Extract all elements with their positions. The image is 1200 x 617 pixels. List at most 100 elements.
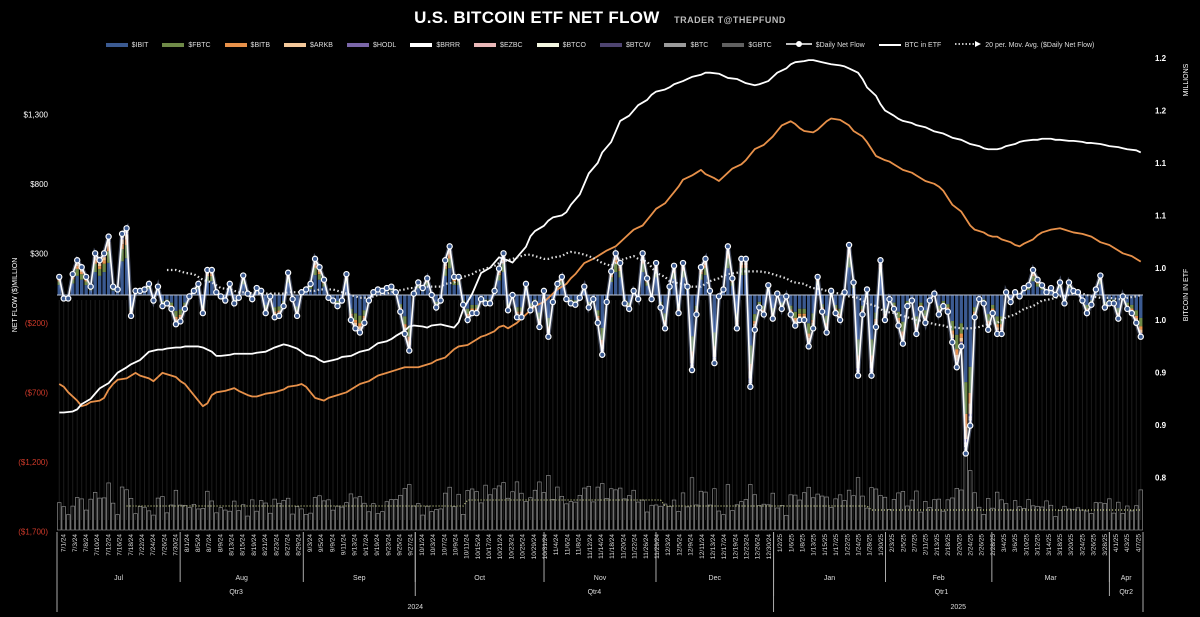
flow-bar-segment: [443, 266, 447, 269]
flow-bar-segment: [272, 295, 277, 308]
flow-bar-segment: [353, 313, 358, 321]
flow-bar-segment: [609, 282, 613, 295]
flow-bar-segment: [1089, 295, 1094, 301]
flow-bar-segment: [955, 295, 959, 335]
volume-bar: [384, 501, 389, 531]
daily-net-flow-point: [186, 293, 193, 300]
daily-net-flow-point: [235, 294, 242, 301]
volume-bar: [344, 502, 349, 531]
volume-bar: [1102, 503, 1108, 531]
volume-bar: [250, 499, 255, 531]
flow-bar-segment: [995, 295, 999, 317]
flow-bar-segment: [88, 290, 93, 295]
daily-net-flow-point: [581, 283, 588, 290]
volume-bar: [97, 497, 102, 531]
flow-bar-segment: [950, 334, 954, 339]
flow-bar-segment: [358, 295, 362, 316]
volume-bar: [119, 486, 125, 531]
volume-bar: [941, 510, 946, 531]
volume-moving-average-line: [126, 499, 1141, 511]
daily-net-flow-point: [195, 280, 202, 288]
flow-bar-segment: [986, 314, 990, 322]
volume-bar: [1066, 508, 1072, 531]
flow-bar-segment: [524, 288, 528, 295]
volume-bar: [864, 507, 870, 531]
flow-bar-segment: [497, 273, 501, 276]
x-tick-label: 11/14/24: [598, 534, 605, 559]
flow-bar-segment: [79, 274, 84, 280]
flow-bar-segment: [57, 281, 61, 286]
flow-bar-segment: [614, 263, 618, 273]
volume-bar: [268, 512, 273, 531]
flow-bar-segment: [71, 283, 75, 295]
volume-bar: [775, 507, 780, 531]
flow-bar-segment: [358, 326, 362, 330]
y2-axis-title: BITCOIN IN ETF: [1183, 269, 1190, 322]
daily-net-flow-point: [199, 309, 207, 317]
daily-net-flow-point: [455, 273, 462, 281]
flow-bar-segment: [447, 258, 452, 269]
x-tick-label: 3/26/25: [1091, 534, 1098, 556]
flow-bar-segment: [874, 295, 878, 313]
daily-net-flow-point: [65, 295, 72, 302]
daily-net-flow-point: [693, 311, 700, 318]
daily-net-flow-point: [679, 259, 687, 267]
volume-bar: [371, 503, 376, 531]
flow-bar-segment: [824, 323, 829, 327]
flow-bar-segment: [322, 286, 326, 295]
x-tick-label: 10/1/24: [419, 534, 426, 556]
daily-net-flow-point: [724, 243, 732, 250]
flow-bar-segment: [699, 274, 703, 280]
volume-bar: [375, 513, 381, 531]
volume-bar: [317, 495, 322, 531]
daily-net-flow-point: [836, 316, 844, 324]
volume-bar: [124, 489, 129, 531]
flow-bar-segment: [582, 290, 586, 295]
volume-bar: [353, 497, 358, 531]
daily-net-flow-point: [1097, 272, 1104, 279]
x-tick-label: 1/28/25: [867, 534, 874, 556]
volume-bar: [519, 492, 524, 531]
daily-net-flow-point: [325, 294, 332, 301]
daily-net-flow-point: [769, 315, 776, 322]
y2-tick-label: 1.0: [1155, 316, 1167, 325]
flow-bar-segment: [914, 324, 919, 328]
volume-bar: [362, 502, 367, 531]
flow-bar-segment: [358, 315, 362, 324]
flow-bar-segment: [712, 295, 717, 333]
flow-bar-segment: [901, 295, 905, 322]
x-tick-label: 9/5/24: [318, 534, 325, 552]
volume-bar: [133, 513, 138, 531]
daily-net-flow-point: [298, 289, 305, 296]
daily-net-flow-point: [100, 250, 108, 257]
x-tick-label: 8/21/24: [262, 534, 269, 556]
flow-bar-segment: [824, 295, 829, 316]
x-tick-label: 12/5/24: [676, 534, 683, 556]
flow-bar-segment: [560, 281, 564, 286]
volume-bar: [1017, 506, 1022, 531]
daily-net-flow-point: [868, 372, 875, 379]
x-tick-label: 3/20/25: [1068, 534, 1075, 556]
daily-net-flow-point: [684, 283, 691, 290]
volume-bar: [218, 507, 223, 531]
flow-bar-segment: [878, 275, 883, 295]
daily-net-flow-point: [720, 286, 727, 293]
volume-bar: [631, 489, 636, 531]
daily-net-flow-point: [958, 343, 965, 350]
x-tick-label: 12/17/24: [721, 534, 728, 560]
daily-net-flow-point: [531, 300, 539, 307]
flow-bar-segment: [892, 302, 896, 306]
daily-net-flow-point: [545, 333, 552, 340]
volume-bar: [339, 506, 345, 531]
volume-bar: [721, 514, 726, 531]
daily-net-flow-point: [1061, 300, 1068, 307]
flow-bar-segment: [84, 280, 88, 282]
x-tick-label: 7/16/24: [117, 534, 124, 556]
flow-bar-segment: [497, 275, 501, 281]
daily-net-flow-point: [280, 302, 287, 310]
flow-bar-segment: [1031, 274, 1035, 277]
volume-bar: [407, 484, 412, 531]
x-tick-label: 12/3/24: [665, 534, 672, 556]
daily-net-flow-point: [630, 287, 637, 295]
flow-bar-segment: [106, 251, 111, 263]
